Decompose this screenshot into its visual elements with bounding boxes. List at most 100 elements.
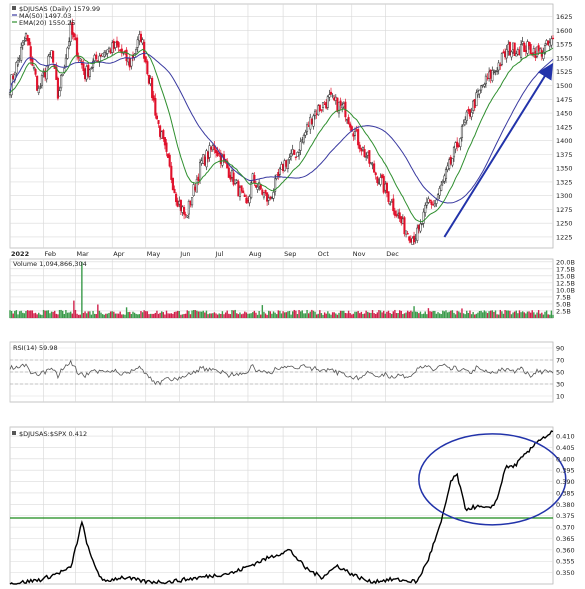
candle-body — [480, 85, 483, 91]
volume-bar — [41, 314, 43, 318]
volume-bar — [344, 312, 347, 318]
volume-bar — [60, 309, 62, 318]
volume-bar — [498, 314, 500, 318]
candle-body — [368, 150, 371, 164]
candle-body — [379, 177, 382, 185]
volume-bar — [383, 310, 385, 318]
volume-bar — [488, 311, 490, 318]
volume-bar — [472, 312, 474, 318]
ema20-legend-label: EMA(20) 1550.25 — [19, 19, 75, 27]
volume-bar — [320, 313, 323, 318]
volume-bar — [341, 310, 343, 318]
volume-bar — [183, 313, 185, 318]
volume-bar — [57, 314, 59, 318]
candle-body — [451, 158, 454, 166]
month-label: Sep — [284, 250, 296, 258]
volume-bar — [533, 312, 535, 318]
volume-bar — [245, 312, 248, 318]
candle-body — [470, 112, 473, 118]
volume-bar — [400, 310, 402, 318]
volume-bar — [418, 313, 420, 318]
volume-bar — [387, 310, 390, 318]
volume-bar — [296, 314, 299, 318]
volume-bar — [338, 312, 340, 318]
y-tick-label: 1400 — [556, 137, 573, 145]
volume-bar — [536, 312, 538, 318]
volume-bar — [466, 310, 468, 318]
volume-bar — [442, 310, 444, 318]
candle-body — [125, 49, 128, 62]
volume-bar — [114, 313, 117, 318]
candle-body — [374, 172, 377, 176]
candle-body — [527, 41, 531, 47]
volume-bar — [42, 309, 45, 318]
month-label: Aug — [249, 250, 262, 258]
volume-bar — [462, 313, 465, 318]
candle-body — [21, 41, 24, 46]
volume-bar — [204, 312, 206, 318]
volume-bar — [113, 311, 115, 318]
volume-bar — [368, 312, 371, 318]
volume-bar — [549, 314, 551, 318]
volume-bar — [491, 310, 494, 318]
candle-body — [425, 201, 428, 206]
volume-bar — [349, 313, 351, 318]
candle-body — [535, 46, 539, 57]
month-label: Mar — [76, 250, 89, 258]
candle-body — [208, 145, 211, 158]
volume-bar — [172, 313, 174, 318]
candle-body — [440, 184, 443, 191]
volume-bar — [12, 313, 14, 318]
volume-bar — [490, 310, 492, 318]
candle-body — [40, 75, 43, 86]
volume-bar — [398, 310, 401, 318]
volume-bar — [386, 311, 388, 318]
volume-bar — [355, 311, 358, 318]
volume-bar — [410, 310, 412, 318]
volume-bar — [319, 310, 321, 318]
candle-body — [326, 96, 329, 108]
ma50-legend-label: MA(50) 1497.03 — [19, 12, 71, 20]
volume-bar — [526, 311, 529, 318]
volume-bar — [542, 314, 545, 318]
volume-bar — [157, 313, 160, 318]
candle-body — [318, 104, 321, 111]
volume-bar — [207, 314, 209, 318]
candle-body — [424, 204, 427, 214]
volume-bar — [95, 314, 97, 318]
volume-bar — [480, 310, 482, 318]
volume-bar — [323, 312, 326, 318]
candle-body — [272, 192, 275, 199]
volume-bar — [482, 312, 484, 318]
volume-bar — [520, 312, 522, 318]
volume-bar — [191, 310, 193, 318]
volume-bar — [322, 314, 324, 318]
candle-body — [365, 156, 368, 158]
volume-bar — [232, 310, 235, 318]
volume-bar — [175, 311, 177, 318]
candle-body — [312, 115, 315, 127]
volume-bar — [116, 313, 118, 318]
candle-body — [130, 58, 133, 67]
volume-bar — [330, 314, 332, 318]
volume-bar — [290, 314, 292, 318]
volume-bar — [493, 311, 495, 318]
volume-bar — [196, 310, 198, 318]
y-tick-label: 50 — [556, 369, 564, 377]
candle-body — [151, 77, 154, 99]
volume-bar — [408, 311, 410, 318]
candle-body — [520, 44, 523, 58]
volume-bar — [531, 310, 533, 318]
volume-bar — [505, 310, 508, 318]
volume-bar — [17, 314, 19, 318]
y-tick-label: 0.405 — [556, 444, 575, 452]
candle-icon — [12, 6, 16, 10]
volume-bar — [167, 313, 169, 318]
candle-body — [159, 125, 162, 137]
candle-body — [162, 130, 165, 140]
candle-body — [82, 63, 85, 71]
volume-bar — [84, 311, 86, 318]
candle-body — [20, 46, 23, 61]
candle-body — [95, 54, 98, 60]
